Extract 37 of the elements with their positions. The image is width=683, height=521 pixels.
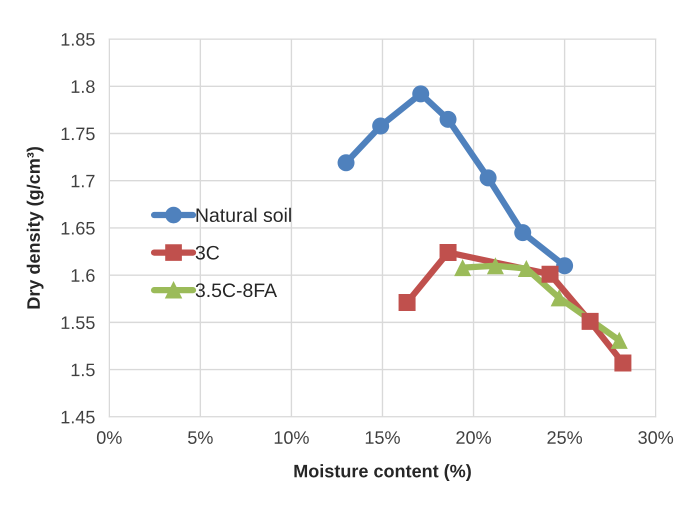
point bbox=[338, 154, 355, 172]
y-axis-title: Dry density (g/cm³) bbox=[26, 147, 44, 308]
x-tick-label: 25% bbox=[547, 431, 582, 444]
point bbox=[582, 312, 599, 330]
y-tick-label: 1.5 bbox=[72, 364, 95, 376]
point bbox=[398, 294, 416, 312]
legend-label: 3.5C-8FA bbox=[196, 283, 278, 298]
point bbox=[440, 110, 457, 128]
x-tick-label: 10% bbox=[274, 431, 309, 444]
y-tick-label: 1.55 bbox=[62, 316, 95, 330]
legend-label: 3C bbox=[196, 246, 220, 260]
point bbox=[614, 354, 632, 372]
point bbox=[514, 224, 532, 242]
point bbox=[372, 117, 390, 134]
x-tick-label: 5% bbox=[188, 431, 213, 444]
point bbox=[486, 257, 504, 274]
y-tick-label: 1.45 bbox=[62, 410, 95, 424]
point bbox=[454, 259, 472, 276]
point bbox=[440, 244, 457, 261]
y-tick-label: 1.8 bbox=[72, 80, 95, 94]
point bbox=[556, 257, 574, 274]
x-tick-label: 15% bbox=[366, 431, 400, 444]
y-tick-label: 1.65 bbox=[62, 222, 95, 235]
x-tick-label: 20% bbox=[456, 431, 491, 444]
x-tick-label: 0% bbox=[96, 431, 122, 444]
y-tick-label: 1.85 bbox=[62, 33, 95, 46]
x-tick-label: 30% bbox=[638, 431, 674, 444]
y-tick-label: 1.75 bbox=[62, 128, 95, 140]
point bbox=[542, 266, 559, 283]
x-axis-title: Moisture content (%) bbox=[294, 464, 471, 482]
legend-label: Natural soil bbox=[196, 208, 291, 222]
y-tick-label: 1.7 bbox=[72, 174, 94, 188]
y-tick-label: 1.6 bbox=[72, 269, 95, 282]
point bbox=[412, 85, 430, 102]
point bbox=[610, 332, 628, 349]
point bbox=[550, 289, 568, 306]
point bbox=[480, 169, 497, 186]
